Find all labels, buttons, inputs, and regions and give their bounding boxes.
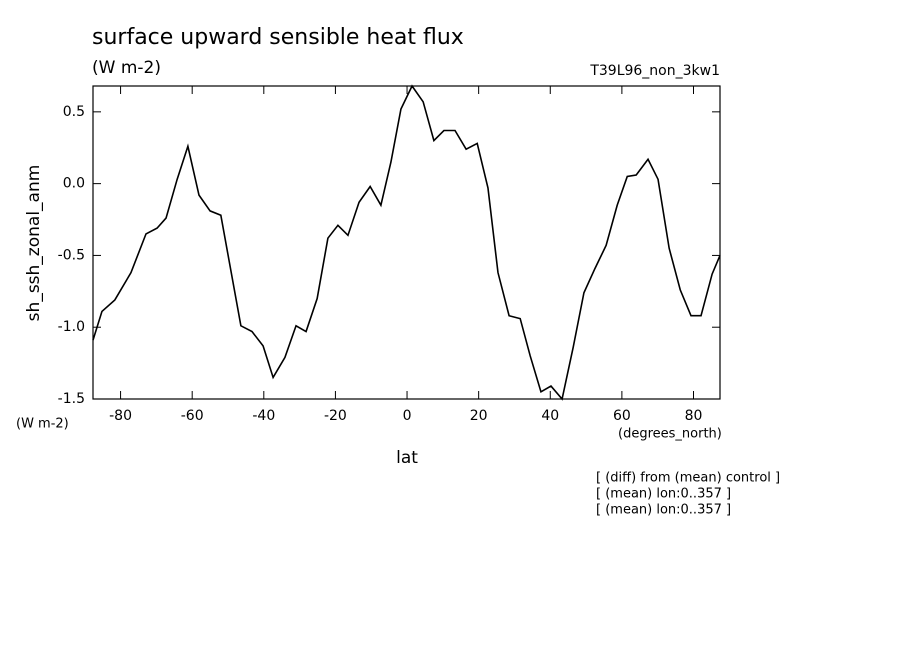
x-tick-label: 40: [541, 408, 559, 424]
y-units: (W m-2): [16, 417, 69, 432]
plot-frame: [92, 85, 721, 400]
y-tick-label: 0.0: [63, 176, 85, 192]
note: [ (diff) from (mean) control ]: [596, 471, 780, 486]
y-tick-label: -0.5: [58, 247, 85, 263]
x-tick-label: -60: [181, 408, 204, 424]
x-tick-label: -80: [109, 408, 132, 424]
y-tick-label: -1.0: [58, 319, 85, 335]
note: [ (mean) lon:0..357 ]: [596, 487, 731, 502]
note: [ (mean) lon:0..357 ]: [596, 503, 731, 518]
x-tick-label: 60: [613, 408, 631, 424]
y-tick-label: 0.5: [63, 104, 85, 120]
data-line: [92, 84, 721, 401]
y-tick-label: -1.5: [58, 391, 85, 407]
chart-subtitle: (W m-2): [92, 58, 161, 78]
chart-title: surface upward sensible heat flux: [92, 25, 464, 50]
x-tick-label: -40: [252, 408, 275, 424]
x-tick-label: 80: [685, 408, 703, 424]
x-axis-label: lat: [396, 448, 418, 468]
run-label: T39L96_non_3kw1: [589, 63, 720, 79]
x-tick-label: -20: [324, 408, 347, 424]
x-units: (degrees_north): [618, 427, 722, 442]
y-axis-label: sh_ssh_zonal_anm: [24, 165, 44, 322]
x-tick-label: 20: [470, 408, 488, 424]
x-tick-label: 0: [403, 408, 412, 424]
